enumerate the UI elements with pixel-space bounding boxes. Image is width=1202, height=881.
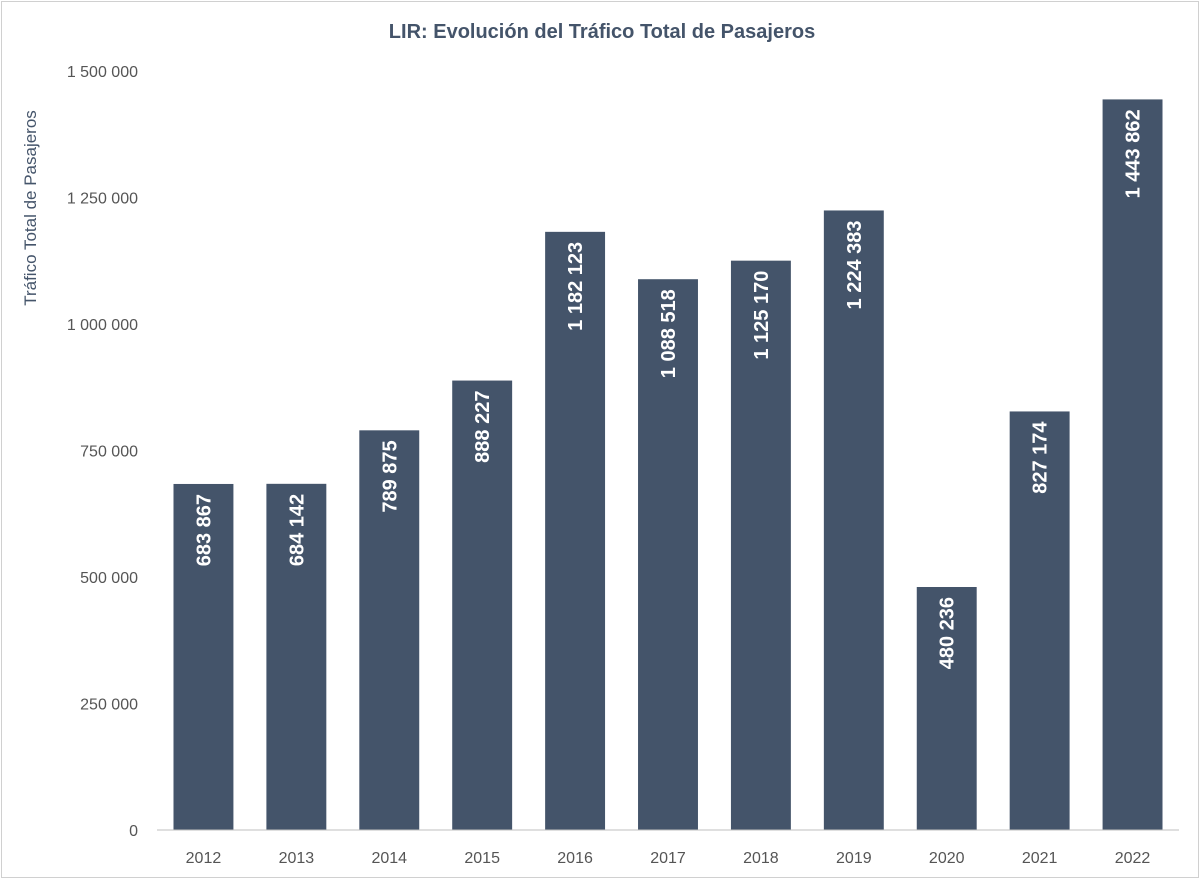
data-label: 827 174 bbox=[1030, 421, 1052, 494]
x-tick-label: 2015 bbox=[464, 850, 500, 867]
data-label: 480 236 bbox=[937, 597, 959, 669]
data-label: 789 875 bbox=[379, 440, 401, 512]
y-tick-label: 1 000 000 bbox=[67, 317, 138, 334]
y-axis-ticks: 0 250 000 500 000 750 000 1 000 000 1 250 000… bbox=[67, 64, 138, 840]
y-tick-label: 750 000 bbox=[80, 444, 138, 461]
x-tick-label: 2016 bbox=[557, 850, 593, 867]
y-tick-label: 0 bbox=[129, 823, 138, 840]
data-label: 1 182 123 bbox=[565, 242, 587, 331]
y-axis-label: Tráfico Total de Pasajeros bbox=[21, 110, 40, 306]
bar bbox=[266, 483, 327, 830]
x-tick-label: 2018 bbox=[743, 850, 779, 867]
x-tick-label: 2014 bbox=[371, 850, 407, 867]
data-label: 888 227 bbox=[472, 391, 494, 463]
data-label: 1 125 170 bbox=[751, 271, 773, 360]
bar bbox=[173, 483, 234, 830]
bar bbox=[1102, 99, 1163, 831]
x-axis-ticks: 2012 2013 2014 2015 2016 2017 2018 2019 2020 2021… bbox=[186, 850, 1151, 867]
x-tick-label: 2020 bbox=[929, 850, 965, 867]
y-tick-label: 250 000 bbox=[80, 697, 138, 714]
data-label: 1 443 862 bbox=[1123, 109, 1145, 198]
x-tick-label: 2022 bbox=[1115, 850, 1151, 867]
bar bbox=[359, 430, 420, 830]
y-tick-label: 500 000 bbox=[80, 570, 138, 587]
y-tick-label: 1 500 000 bbox=[67, 64, 138, 81]
y-tick-label: 1 250 000 bbox=[67, 191, 138, 208]
bar bbox=[545, 231, 606, 830]
data-label: 1 224 383 bbox=[844, 220, 866, 309]
data-label: 1 088 518 bbox=[658, 289, 680, 378]
bar bbox=[452, 380, 513, 830]
x-tick-label: 2021 bbox=[1022, 850, 1058, 867]
bar bbox=[1009, 411, 1070, 830]
chart-title: LIR: Evolución del Tráfico Total de Pasa… bbox=[389, 21, 815, 43]
data-label: 683 867 bbox=[193, 494, 215, 566]
bar bbox=[730, 260, 791, 831]
bar bbox=[916, 587, 977, 830]
x-tick-label: 2013 bbox=[279, 850, 315, 867]
x-tick-label: 2012 bbox=[186, 850, 222, 867]
bar bbox=[638, 279, 698, 830]
x-tick-label: 2017 bbox=[650, 850, 686, 867]
x-tick-label: 2019 bbox=[836, 850, 872, 867]
bar bbox=[823, 210, 884, 830]
bars-group bbox=[173, 99, 1163, 831]
data-label: 684 142 bbox=[286, 494, 308, 566]
data-labels-group: 683 867 684 142 789 875 888 227 1 182 123 1 0… bbox=[193, 109, 1144, 669]
